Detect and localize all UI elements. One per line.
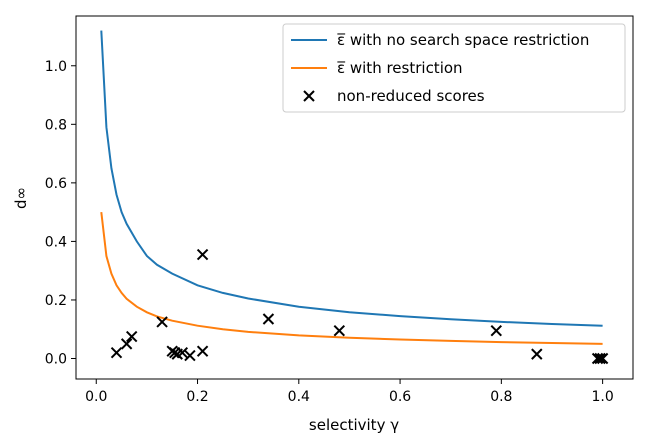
scatter-point bbox=[156, 316, 168, 328]
y-axis-label: d∞ bbox=[12, 187, 30, 209]
scatter-point bbox=[333, 324, 346, 337]
legend-label-2: non-reduced scores bbox=[337, 87, 485, 105]
scatter-point bbox=[490, 324, 502, 337]
scatter-point bbox=[125, 330, 138, 343]
y-tick-label: 0.6 bbox=[45, 176, 67, 192]
y-tick-label: 0.4 bbox=[45, 234, 67, 250]
axes-frame bbox=[75, 15, 634, 380]
scatter-point bbox=[594, 352, 606, 365]
scatter-point bbox=[176, 346, 189, 359]
x-tick-label: 0.2 bbox=[186, 389, 208, 405]
x-tick-label: 1.0 bbox=[591, 389, 613, 405]
y-axis: 0.0 0.2 0.4 0.6 0.8 1.0 bbox=[45, 59, 76, 368]
x-tick-label: 0.4 bbox=[288, 389, 310, 405]
scatter-point bbox=[531, 348, 543, 360]
scatter-point bbox=[591, 352, 604, 365]
scatter-point bbox=[196, 345, 209, 357]
legend-marker bbox=[303, 90, 315, 102]
scatter-point bbox=[110, 346, 123, 359]
x-tick-label: 0.8 bbox=[490, 389, 512, 405]
scatter-point bbox=[184, 349, 196, 362]
scatter-point bbox=[596, 352, 609, 365]
y-tick-label: 1.0 bbox=[45, 59, 67, 75]
y-tick-label: 0.2 bbox=[45, 293, 67, 309]
scatter-point bbox=[262, 313, 275, 325]
x-axis-label: selectivity γ bbox=[309, 416, 399, 434]
x-tick-label: 0.0 bbox=[85, 389, 107, 405]
plot-area bbox=[100, 30, 609, 365]
series-line-0 bbox=[100, 30, 603, 327]
x-tick-label: 0.6 bbox=[389, 389, 411, 405]
y-tick-label: 0.8 bbox=[45, 117, 67, 133]
legend-box bbox=[282, 23, 626, 113]
scatter-point bbox=[196, 248, 209, 261]
series-line-1 bbox=[100, 211, 603, 345]
scatter-point bbox=[120, 338, 133, 350]
legend-label-1: ε̅ with restriction bbox=[337, 59, 463, 77]
x-axis: 0.0 0.2 0.4 0.6 0.8 1.0 bbox=[85, 379, 614, 405]
y-tick-label: 0.0 bbox=[45, 352, 67, 368]
legend: ε̅ with no search space restriction ε̅ wi… bbox=[282, 23, 626, 113]
legend-label-0: ε̅ with no search space restriction bbox=[337, 31, 589, 49]
